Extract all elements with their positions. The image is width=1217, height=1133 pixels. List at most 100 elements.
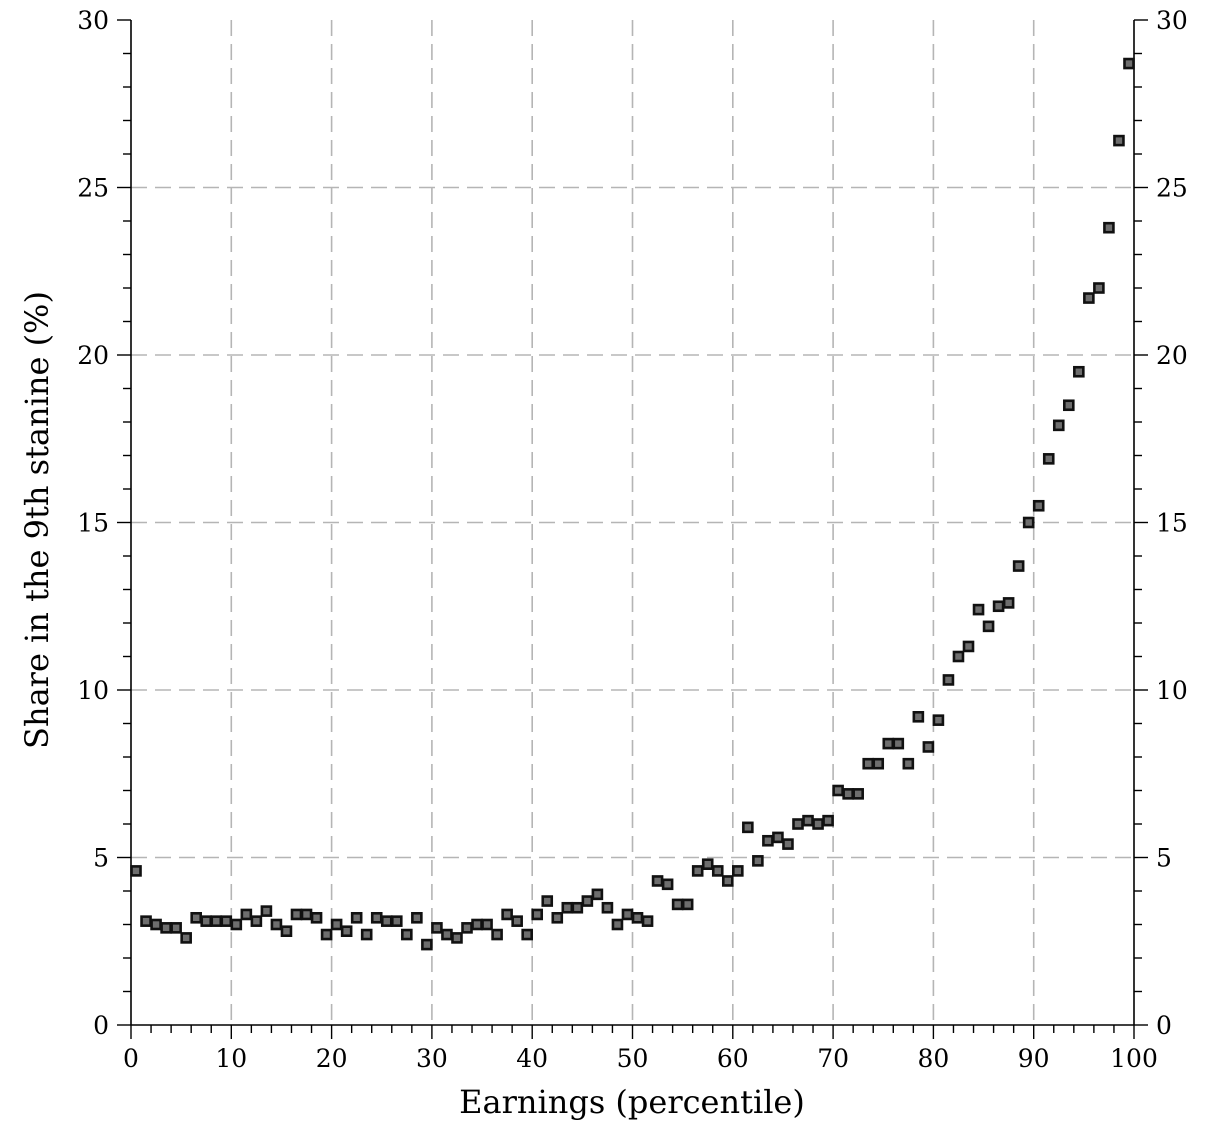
data-point: [421, 938, 433, 951]
x-tick-label: 60: [717, 1044, 749, 1073]
data-point: [330, 918, 343, 931]
data-point: [471, 918, 483, 931]
data-point: [320, 928, 333, 941]
x-axis-title: Earnings (percentile): [459, 1083, 805, 1121]
data-point: [230, 918, 243, 931]
y-left-tick-label: 20: [77, 341, 109, 370]
data-point: [1063, 399, 1075, 412]
data-point: [571, 901, 584, 914]
data-point: [792, 818, 804, 830]
y-right-tick-label: 20: [1156, 341, 1188, 370]
data-point: [641, 915, 654, 927]
data-point: [491, 928, 503, 941]
data-point: [1103, 221, 1115, 234]
data-point: [190, 911, 202, 924]
data-point: [1012, 560, 1025, 572]
data-point: [441, 928, 453, 941]
data-point: [511, 915, 523, 927]
y-right-tick-label: 5: [1156, 844, 1172, 873]
x-tick-label: 30: [416, 1044, 448, 1073]
data-point: [882, 737, 895, 750]
data-point: [681, 898, 694, 911]
data-point: [1093, 282, 1105, 294]
y-left-tick-label: 25: [77, 174, 109, 203]
x-tick-label: 20: [316, 1044, 348, 1073]
data-point: [992, 600, 1005, 613]
data-point: [220, 915, 233, 927]
data-point: [752, 855, 764, 867]
data-point: [451, 932, 463, 944]
x-tick-label: 100: [1110, 1044, 1158, 1073]
data-point: [130, 865, 142, 877]
data-point: [350, 911, 363, 924]
data-point: [721, 875, 734, 887]
data-point: [912, 710, 925, 723]
data-point: [932, 714, 945, 726]
data-point: [340, 925, 353, 938]
data-point: [902, 757, 915, 770]
y-right-tick-label: 25: [1156, 174, 1188, 203]
data-point: [140, 915, 152, 927]
data-point: [782, 838, 794, 850]
data-point: [772, 831, 784, 844]
data-point: [260, 905, 273, 917]
data-point: [711, 865, 724, 877]
data-point: [431, 922, 443, 934]
data-point: [701, 858, 714, 871]
data-point: [842, 788, 854, 800]
data-point: [862, 757, 875, 770]
y-left-tick-label: 0: [93, 1011, 109, 1040]
data-point: [401, 928, 413, 941]
data-point: [210, 915, 223, 927]
data-point: [942, 674, 955, 686]
data-point: [150, 918, 162, 931]
data-point: [762, 834, 774, 847]
data-point: [561, 901, 574, 914]
data-point: [200, 915, 213, 927]
data-point: [591, 888, 604, 901]
data-point: [1123, 57, 1135, 70]
data-point: [521, 928, 533, 941]
data-point: [1022, 516, 1035, 529]
data-point: [671, 898, 684, 911]
data-point: [832, 784, 844, 797]
y-left-tick-label: 30: [77, 6, 109, 35]
y-left-tick-label: 10: [77, 676, 109, 705]
data-point: [1073, 365, 1085, 378]
data-point: [581, 895, 594, 907]
data-point: [280, 925, 293, 938]
data-point: [290, 908, 303, 921]
data-point: [270, 918, 283, 931]
data-point: [411, 911, 423, 924]
data-points: [130, 57, 1135, 951]
data-point: [852, 788, 864, 800]
data-point: [691, 865, 704, 877]
x-tick-label: 10: [215, 1044, 247, 1073]
data-point: [481, 918, 493, 931]
x-tick-label: 90: [1018, 1044, 1050, 1073]
data-point: [872, 757, 885, 770]
x-tick-label: 50: [617, 1044, 649, 1073]
data-point: [240, 908, 253, 921]
y-left-tick-label: 15: [77, 509, 109, 538]
data-point: [812, 818, 824, 830]
data-point: [531, 908, 544, 921]
data-point: [732, 865, 744, 877]
data-point: [922, 741, 935, 753]
data-point: [461, 922, 473, 934]
data-point: [160, 922, 172, 934]
data-point: [390, 915, 403, 927]
data-point: [541, 895, 554, 907]
grid-lines: [131, 20, 1134, 1025]
data-point: [631, 911, 644, 924]
data-point: [611, 918, 624, 931]
x-tick-label: 70: [817, 1044, 849, 1073]
data-point: [180, 932, 192, 944]
data-point: [601, 901, 614, 914]
data-point: [310, 911, 323, 924]
y-right-tick-label: 10: [1156, 676, 1188, 705]
x-tick-label: 0: [123, 1044, 139, 1073]
data-point: [501, 908, 513, 921]
